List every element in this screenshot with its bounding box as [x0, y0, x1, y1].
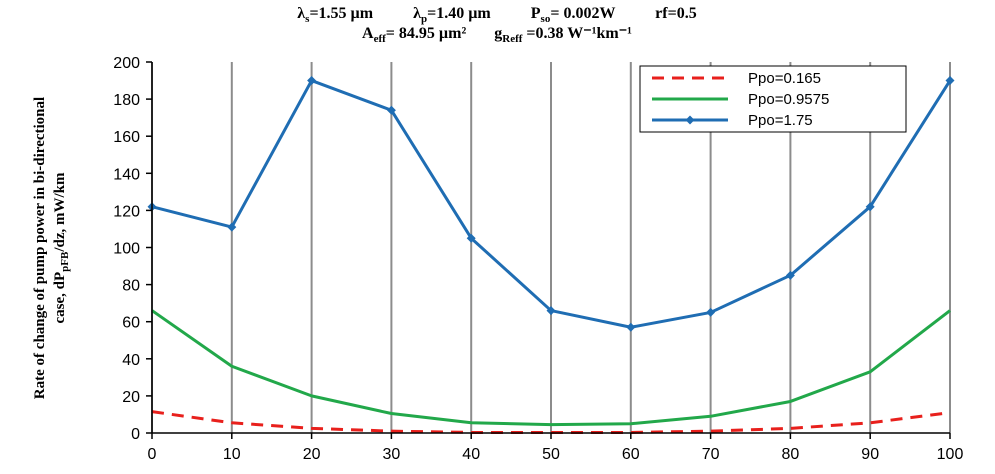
x-tick-label: 10: [223, 446, 241, 463]
x-tick-label: 20: [303, 446, 321, 463]
data-point: [227, 222, 237, 232]
data-point: [865, 202, 875, 212]
y-label-line-2: case, dPpFB/dz, mW/km: [52, 172, 71, 324]
x-tick-label: 0: [148, 446, 157, 463]
data-point: [785, 270, 795, 280]
x-tick-label: 40: [462, 446, 480, 463]
x-tick-label: 80: [782, 446, 800, 463]
data-point: [546, 306, 556, 316]
series-line-1: [151, 309, 951, 427]
x-tick-label: 70: [702, 446, 720, 463]
y-tick-label: 200: [113, 55, 140, 72]
y-label-line-1: Rate of change of pump power in bi-direc…: [32, 97, 48, 399]
data-point: [945, 76, 955, 86]
y-label-text-2: case, dPpFB/dz, mW/km: [52, 172, 71, 324]
data-point: [307, 76, 317, 86]
legend: Ppo=0.165 Ppo=0.9575 Ppo=1.75: [639, 65, 907, 133]
data-point: [466, 233, 476, 243]
y-tick-label: 0: [131, 426, 140, 443]
data-point: [386, 105, 396, 115]
y-tick-label: 140: [113, 166, 140, 183]
title-line-2: Aeff= 84.95 µm² gReff =0.38 W⁻¹km⁻¹: [362, 25, 632, 45]
y-tick-label: 80: [122, 278, 140, 295]
legend-label: Ppo=1.75: [748, 112, 813, 129]
y-tick-label: 180: [113, 92, 140, 109]
data-point: [626, 322, 636, 332]
y-tick-label: 100: [113, 241, 140, 258]
x-tick-label: 100: [937, 446, 964, 463]
legend-marker: [685, 115, 695, 125]
tick-labels: 0 20 40 60 80 100 120 140 160 180 200 0 10 20 30 40 50 60…: [113, 55, 963, 463]
y-tick-label: 60: [122, 315, 140, 332]
x-tick-label: 90: [861, 446, 879, 463]
legend-label: Ppo=0.165: [748, 70, 821, 87]
y-axis-label: Rate of change of pump power in bi-direc…: [32, 97, 71, 399]
y-tick-label: 20: [122, 389, 140, 406]
y-tick-label: 160: [113, 129, 140, 146]
x-tick-label: 30: [383, 446, 401, 463]
chart-title: λs=1.55 µm λp=1.40 µm Pso= 0.002W rf=0.5Aef…: [297, 5, 696, 45]
x-tick-label: 60: [622, 446, 640, 463]
data-point: [706, 307, 716, 317]
y-tick-label: 120: [113, 203, 140, 220]
x-tick-label: 50: [542, 446, 560, 463]
y-tick-label: 40: [122, 352, 140, 369]
legend-label: Ppo=0.9575: [748, 91, 829, 108]
title-line-1: λs=1.55 µm λp=1.40 µm Pso= 0.002W rf=0.5: [297, 5, 696, 25]
y-label-text-1: Rate of change of pump power in bi-direc…: [32, 97, 48, 399]
